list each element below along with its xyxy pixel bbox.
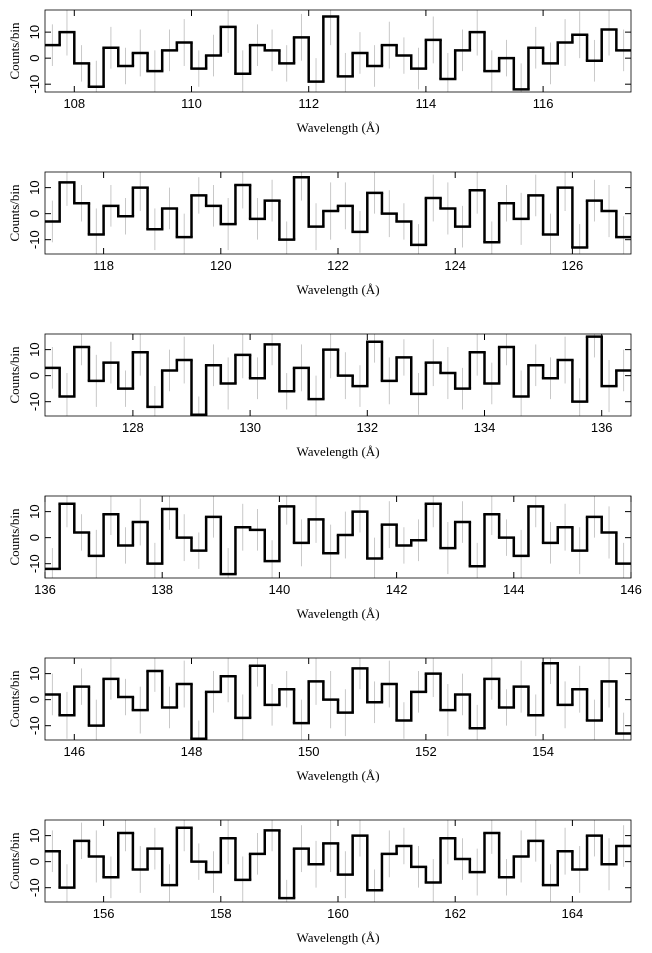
x-tick-label: 134	[474, 420, 496, 435]
y-axis-label: Counts/bin	[7, 670, 22, 728]
step-connector	[58, 16, 618, 90]
x-tick-label: 142	[386, 582, 408, 597]
step-connector	[58, 177, 618, 248]
x-tick-label: 148	[181, 744, 203, 759]
x-axis-label: Wavelength (Å)	[296, 120, 379, 135]
y-tick-label: 0	[27, 696, 42, 703]
y-tick-label: 0	[27, 858, 42, 865]
x-tick-label: 160	[327, 906, 349, 921]
x-tick-label: 140	[269, 582, 291, 597]
x-tick-label: 124	[444, 258, 466, 273]
y-tick-label: 0	[27, 534, 42, 541]
plot-frame	[44, 657, 632, 741]
x-axis-label: Wavelength (Å)	[296, 444, 379, 459]
x-axis-label: Wavelength (Å)	[296, 768, 379, 783]
x-axis-label: Wavelength (Å)	[296, 282, 379, 297]
y-tick-label: 10	[27, 666, 42, 680]
x-tick-label: 164	[562, 906, 584, 921]
y-tick-label: 0	[27, 210, 42, 217]
y-tick-label: -10	[27, 716, 42, 735]
x-tick-label: 162	[444, 906, 466, 921]
y-axis-label: Counts/bin	[7, 184, 22, 242]
plot-frame	[44, 495, 632, 579]
x-tick-label: 114	[416, 96, 437, 111]
plot-area	[45, 172, 631, 254]
step-connector	[58, 503, 618, 575]
x-tick-label: 136	[34, 582, 56, 597]
x-tick-label: 118	[93, 258, 114, 273]
x-tick-label: 154	[532, 744, 554, 759]
y-tick-label: 10	[27, 504, 42, 518]
y-tick-label: 10	[27, 180, 42, 194]
y-tick-label: -10	[27, 230, 42, 249]
step-connector	[58, 827, 618, 899]
plot-area	[45, 334, 631, 416]
y-axis-label: Counts/bin	[7, 346, 22, 404]
x-tick-label: 112	[298, 96, 319, 111]
x-tick-label: 136	[591, 420, 613, 435]
y-tick-label: 0	[27, 372, 42, 379]
x-tick-label: 126	[562, 258, 584, 273]
panel: 146 148 150 152 154 -10 0 10 Wavelength (Å) Count…	[7, 657, 632, 783]
panel: 118 120 122 124 126 -10 0 10 Wavelength (Å) Count…	[7, 171, 632, 297]
x-tick-label: 130	[239, 420, 261, 435]
x-tick-label: 108	[63, 96, 85, 111]
step-connector	[58, 663, 618, 739]
x-tick-label: 152	[415, 744, 437, 759]
panel: 136 138 140 142 144 146 -10 0 10 Wavelength (Å) Co…	[7, 495, 642, 621]
x-tick-label: 158	[210, 906, 232, 921]
y-tick-label: 10	[27, 828, 42, 842]
panel: 128 130 132 134 136 -10 0 10 Wavelength (Å) Count…	[7, 333, 632, 459]
x-tick-label: 144	[503, 582, 525, 597]
plot-area	[45, 820, 631, 902]
x-axis-label: Wavelength (Å)	[296, 606, 379, 621]
x-tick-label: 116	[533, 96, 554, 111]
x-tick-label: 156	[93, 906, 115, 921]
y-tick-label: -10	[27, 554, 42, 573]
y-axis-label: Counts/bin	[7, 22, 22, 80]
x-tick-label: 150	[298, 744, 320, 759]
x-tick-label: 122	[327, 258, 349, 273]
y-tick-label: -10	[27, 75, 42, 94]
x-tick-label: 110	[181, 96, 202, 111]
y-axis-label: Counts/bin	[7, 832, 22, 890]
x-tick-label: 138	[151, 582, 173, 597]
x-tick-label: 132	[356, 420, 378, 435]
x-axis-label: Wavelength (Å)	[296, 930, 379, 945]
x-tick-label: 120	[210, 258, 232, 273]
panel: 108 110 112 114 116 -10 0 10 Wavelength (Å) Count…	[7, 9, 632, 135]
y-tick-label: 0	[27, 55, 42, 62]
plot-frame	[44, 333, 632, 417]
panel: 156 158 160 162 164 -10 0 10 Wavelength (Å) Count…	[7, 819, 632, 945]
y-axis-label: Counts/bin	[7, 508, 22, 566]
step-connector	[58, 336, 618, 415]
x-tick-label: 146	[620, 582, 642, 597]
x-tick-label: 128	[122, 420, 144, 435]
plot-frame	[44, 9, 632, 93]
y-tick-label: -10	[27, 392, 42, 411]
y-tick-label: 10	[27, 25, 42, 39]
y-tick-label: 10	[27, 342, 42, 356]
plot-area	[45, 10, 631, 92]
plot-area	[45, 496, 631, 578]
y-tick-label: -10	[27, 878, 42, 897]
x-tick-label: 146	[63, 744, 85, 759]
plot-area	[45, 658, 631, 740]
